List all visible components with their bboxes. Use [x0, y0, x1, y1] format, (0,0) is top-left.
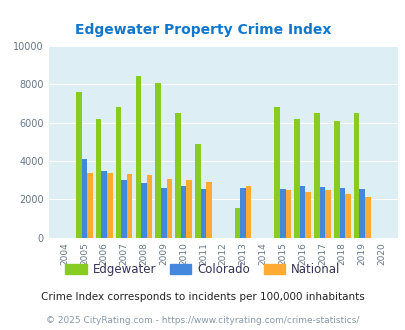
- Text: Crime Index corresponds to incidents per 100,000 inhabitants: Crime Index corresponds to incidents per…: [41, 292, 364, 302]
- Bar: [195, 144, 200, 238]
- Bar: [76, 92, 81, 238]
- Bar: [135, 76, 141, 238]
- Bar: [87, 173, 92, 238]
- Text: © 2025 CityRating.com - https://www.cityrating.com/crime-statistics/: © 2025 CityRating.com - https://www.city…: [46, 315, 359, 325]
- Bar: [234, 208, 240, 238]
- Bar: [305, 192, 310, 238]
- Bar: [333, 121, 339, 238]
- Bar: [161, 188, 166, 238]
- Bar: [279, 189, 285, 238]
- Bar: [344, 194, 350, 238]
- Bar: [155, 82, 161, 238]
- Bar: [81, 159, 87, 238]
- Bar: [364, 197, 370, 238]
- Bar: [324, 190, 330, 238]
- Bar: [180, 186, 186, 238]
- Bar: [285, 190, 290, 238]
- Bar: [175, 113, 180, 238]
- Legend: Edgewater, Colorado, National: Edgewater, Colorado, National: [60, 258, 345, 281]
- Bar: [294, 119, 299, 238]
- Bar: [121, 180, 127, 238]
- Bar: [127, 175, 132, 238]
- Bar: [245, 186, 251, 238]
- Text: Edgewater Property Crime Index: Edgewater Property Crime Index: [75, 23, 330, 37]
- Bar: [146, 176, 152, 238]
- Bar: [186, 180, 192, 238]
- Bar: [96, 119, 101, 238]
- Bar: [319, 187, 324, 238]
- Bar: [240, 188, 245, 238]
- Bar: [107, 174, 112, 238]
- Bar: [299, 186, 305, 238]
- Bar: [115, 108, 121, 238]
- Bar: [339, 188, 344, 238]
- Bar: [206, 182, 211, 238]
- Bar: [141, 183, 146, 238]
- Bar: [200, 189, 206, 238]
- Bar: [101, 171, 107, 238]
- Bar: [274, 108, 279, 238]
- Bar: [353, 113, 358, 238]
- Bar: [166, 179, 172, 238]
- Bar: [313, 113, 319, 238]
- Bar: [358, 189, 364, 238]
